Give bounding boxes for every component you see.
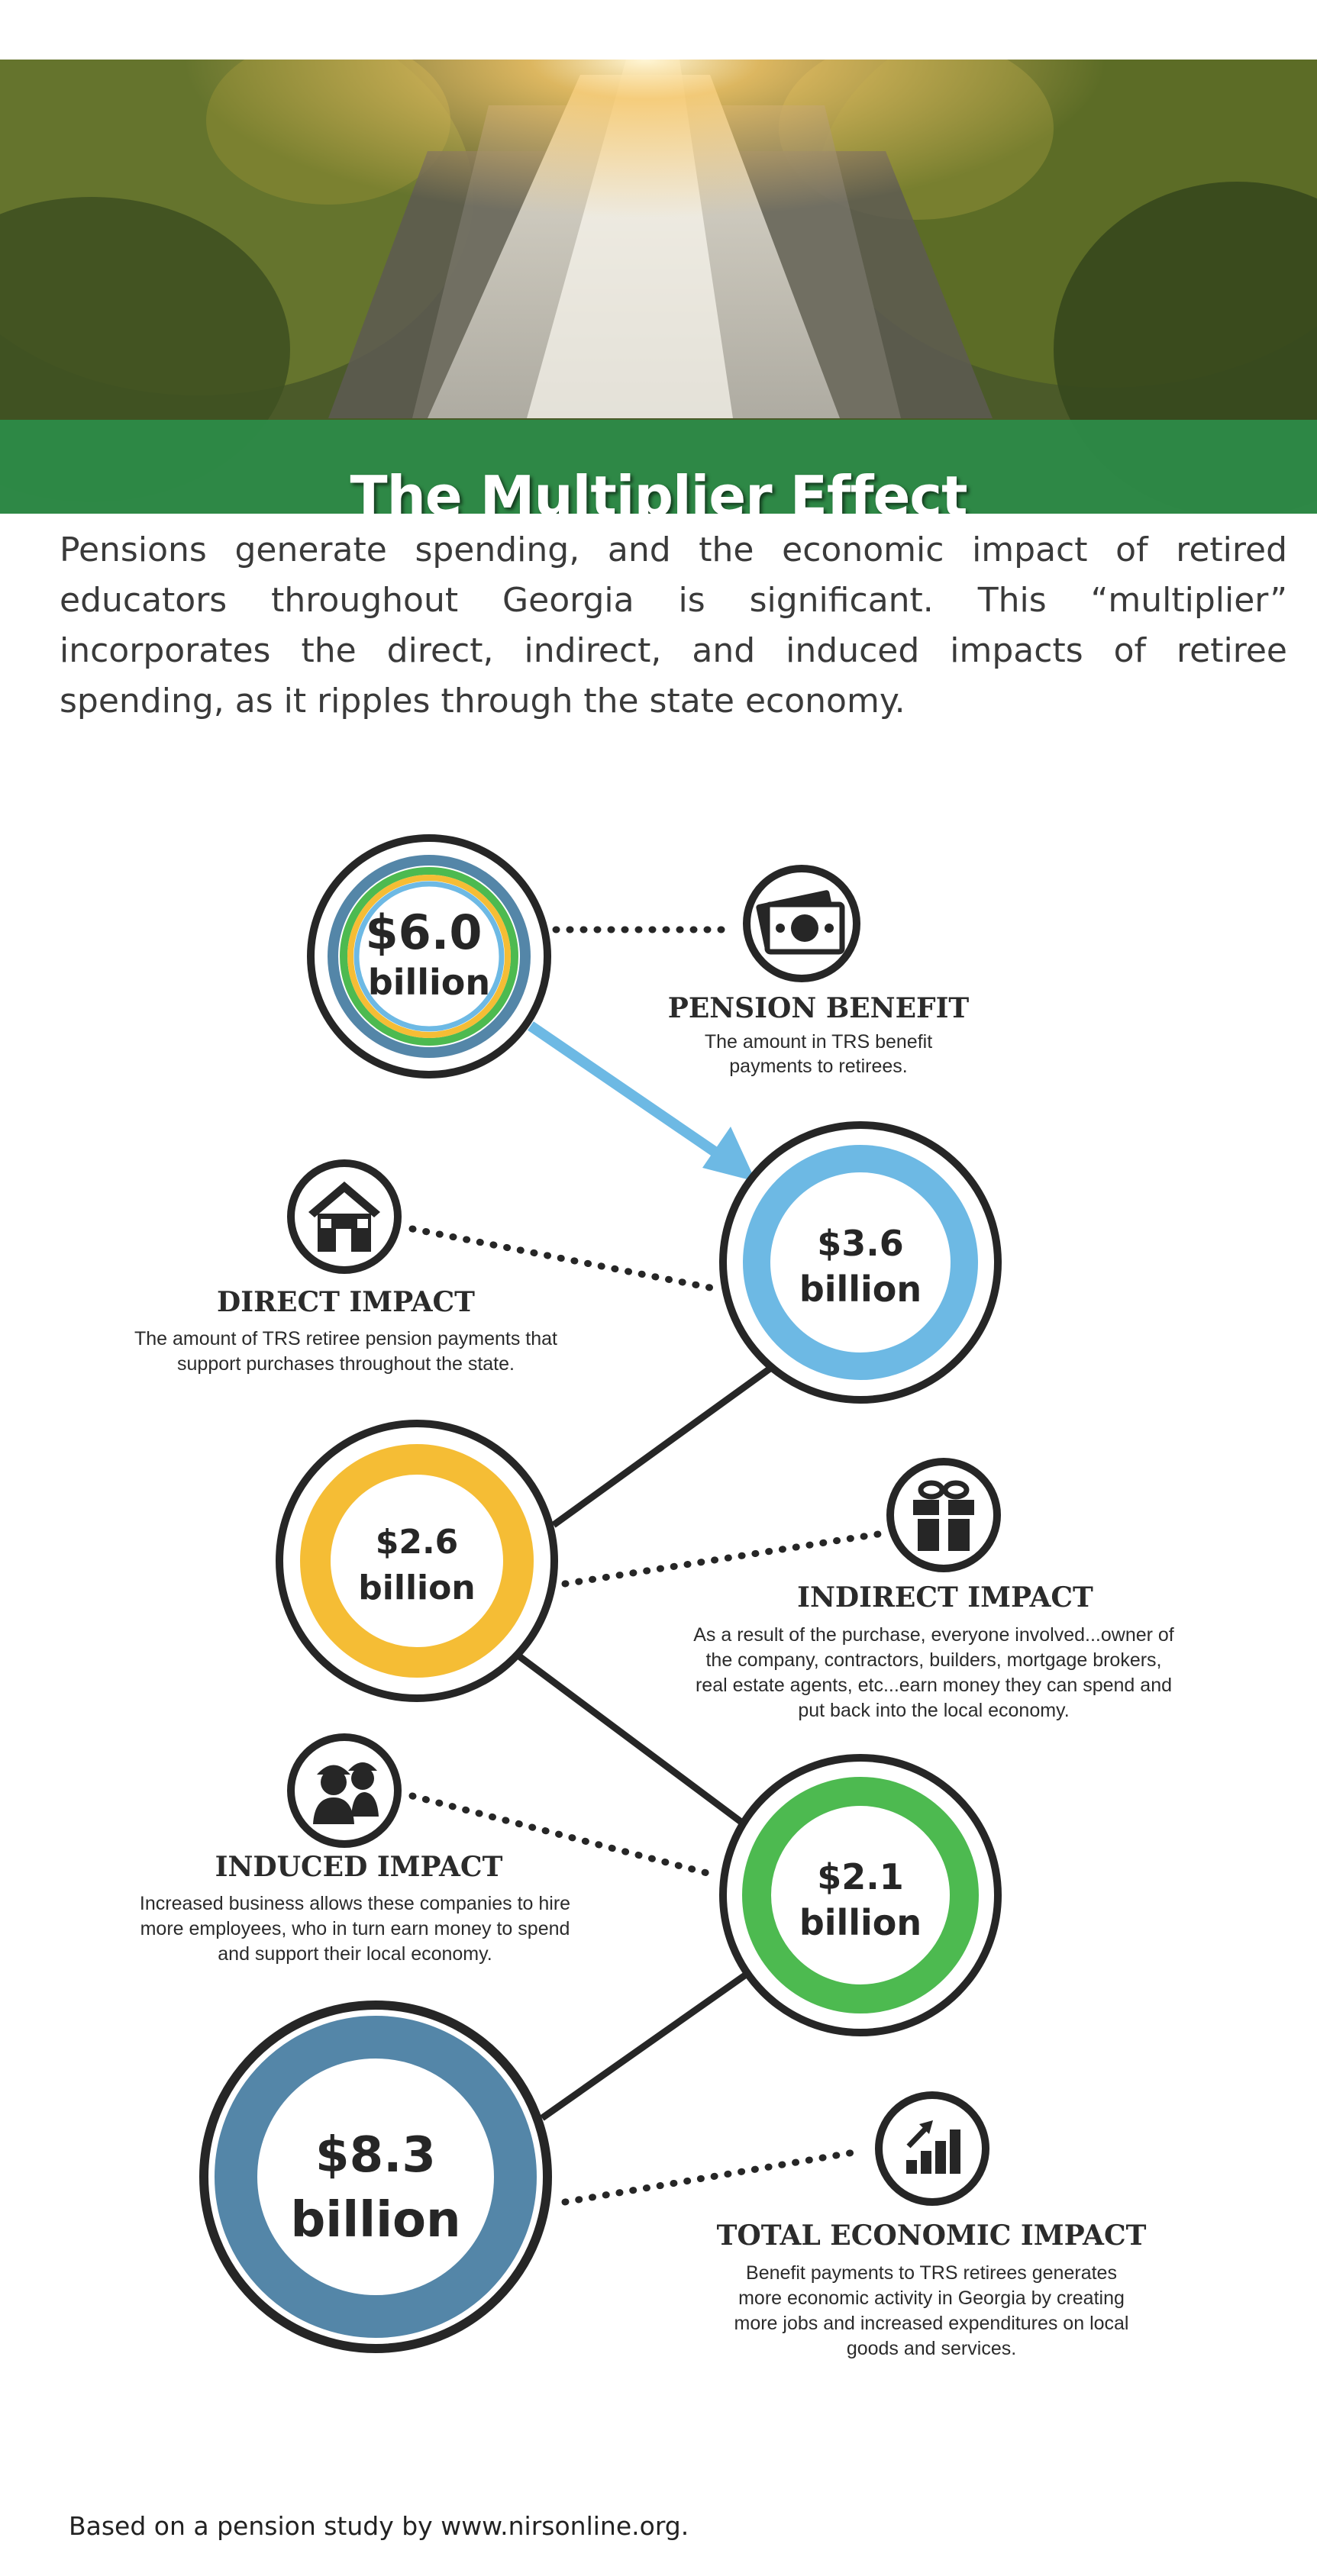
leader-indirect: [561, 1530, 882, 1588]
node-induced-impact: $2.1 billion: [719, 1754, 1002, 2036]
connector-induced-total: [540, 1970, 750, 2121]
node-induced-unit: billion: [799, 1902, 922, 1943]
desc-direct-line-1: The amount of TRS retiree pension paymen…: [134, 1328, 557, 1349]
desc-direct-line-2: support purchases throughout the state.: [177, 1353, 515, 1375]
desc-induced-line-2: more employees, who in turn earn money t…: [140, 1918, 570, 1939]
desc-pension-line-1: The amount in TRS benefit: [705, 1031, 932, 1053]
node-pension-benefit: $6.0 billion: [307, 834, 551, 1078]
arrow-head: [702, 1127, 756, 1182]
dotted-leaders: [408, 926, 882, 2206]
page-title: The Multiplier Effect: [350, 464, 967, 514]
node-total-amount: $8.3: [315, 2127, 436, 2184]
title-band: The Multiplier Effect: [0, 420, 1317, 514]
node-pension-amount: $6.0: [366, 904, 483, 960]
heading-pension-benefit: PENSION BENEFIT: [668, 992, 970, 1024]
house-icon: [287, 1159, 402, 1274]
desc-total-line-3: more jobs and increased expenditures on …: [734, 2313, 1129, 2334]
desc-induced-line-3: and support their local economy.: [218, 1943, 492, 1965]
desc-indirect-line-4: put back into the local economy.: [798, 1700, 1069, 1721]
desc-total-line-1: Benefit payments to TRS retirees generat…: [746, 2262, 1117, 2284]
heading-direct-impact: DIRECT IMPACT: [217, 1286, 475, 1318]
heading-indirect-impact: INDIRECT IMPACT: [797, 1581, 1093, 1614]
leader-induced: [408, 1792, 714, 1878]
heading-induced-impact: INDUCED IMPACT: [215, 1851, 503, 1883]
connectors: [517, 1021, 773, 2121]
gift-icon: [886, 1458, 1001, 1572]
source-footnote: Based on a pension study by www.nirsonli…: [69, 2511, 689, 2541]
node-indirect-impact: $2.6 billion: [276, 1420, 558, 1702]
workers-icon: [287, 1733, 402, 1848]
desc-total-line-2: more economic activity in Georgia by cre…: [738, 2287, 1125, 2309]
node-pension-unit: billion: [368, 962, 490, 1003]
leader-total: [561, 2147, 867, 2206]
growth-chart-icon: [875, 2091, 989, 2206]
arrow-pension-direct: [528, 1021, 725, 1161]
hero-waterfall-image: The Multiplier Effect: [0, 60, 1317, 514]
node-total-unit: billion: [290, 2192, 460, 2249]
node-induced-amount: $2.1: [817, 1856, 904, 1897]
desc-indirect-line-2: the company, contractors, builders, mort…: [705, 1649, 1161, 1671]
desc-induced-line-1: Increased business allows these companie…: [140, 1893, 570, 1914]
intro-paragraph: Pensions generate spending, and the econ…: [60, 530, 1287, 721]
node-direct-amount: $3.6: [817, 1223, 904, 1264]
money-icon: [743, 865, 860, 982]
node-indirect-unit: billion: [358, 1568, 475, 1607]
desc-pension-line-2: payments to retirees.: [729, 1056, 907, 1077]
connector-direct-indirect: [551, 1365, 773, 1528]
leader-direct: [408, 1225, 718, 1292]
node-indirect-amount: $2.6: [376, 1523, 459, 1562]
desc-indirect-line-3: real estate agents, etc...earn money the…: [696, 1675, 1172, 1696]
desc-indirect-line-1: As a result of the purchase, everyone in…: [693, 1624, 1174, 1646]
impact-headings: PENSION BENEFIT DIRECT IMPACT INDIRECT I…: [215, 992, 1147, 2252]
heading-total-economic-impact: TOTAL ECONOMIC IMPACT: [717, 2220, 1147, 2252]
desc-total-line-4: goods and services.: [847, 2338, 1016, 2359]
node-direct-unit: billion: [799, 1269, 922, 1310]
node-direct-impact: $3.6 billion: [719, 1121, 1002, 1404]
node-total-economic-impact: $8.3 billion: [199, 2001, 552, 2353]
connector-indirect-induced: [517, 1653, 744, 1826]
impact-descriptions: The amount in TRS benefit payments to re…: [134, 1031, 1174, 2359]
